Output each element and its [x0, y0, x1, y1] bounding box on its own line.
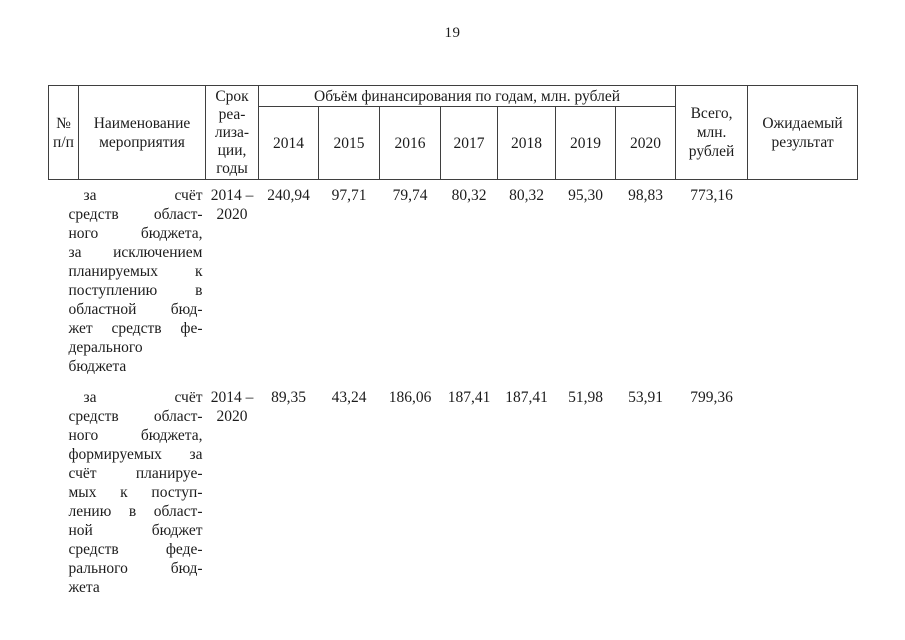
financing-value-2019: 51,98	[568, 389, 603, 406]
implementation-period-cell: 2014 – 2020	[210, 187, 254, 223]
financing-value-2020: 98,83	[628, 187, 663, 204]
header-col-implementation-period: Срок реа- лиза- ции, годы	[205, 85, 259, 180]
table-header-row-years: 2014 2015 2016 2017 2018 2019 2020	[49, 106, 858, 180]
financing-table: № п/п Наименование мероприятия Срок реа-…	[48, 85, 859, 597]
expense-name-cell: за счёт средств област- ного бюджета, за…	[69, 180, 206, 383]
header-col-year-2014: 2014	[258, 106, 319, 180]
financing-value-2015: 97,71	[331, 187, 367, 204]
financing-value-2015: 43,24	[331, 389, 367, 406]
financing-value-2016: 79,74	[392, 187, 428, 204]
header-col-year-2017: 2017	[440, 106, 498, 180]
financing-value-2014: 240,94	[267, 187, 310, 204]
header-col-total: Всего, млн. рублей	[675, 85, 749, 180]
header-col-expected-result: Ожидаемый результат	[747, 85, 859, 180]
total-value-cell: 773,16	[690, 187, 733, 204]
header-col-number: № п/п	[48, 85, 79, 180]
financing-value-2016: 186,06	[388, 389, 432, 406]
table-header-row-top: № п/п Наименование мероприятия Срок реа-…	[48, 85, 859, 180]
financing-value-2017: 80,32	[451, 187, 487, 204]
header-col-year-2019: 2019	[555, 106, 616, 180]
header-col-year-2018: 2018	[497, 106, 556, 180]
expense-name-cell: за счёт средств област- ного бюджета, фо…	[69, 382, 206, 597]
financing-value-2018: 80,32	[509, 187, 544, 204]
expense-name-text: за счёт средств област- ного бюджета, за…	[68, 187, 203, 375]
table-row: за счёт средств област- ного бюджета, фо…	[49, 382, 858, 597]
expected-result-cell	[748, 180, 858, 383]
financing-value-2018: 187,41	[505, 389, 548, 406]
header-col-financing-volume: Объём финансирования по годам, млн. рубл…	[257, 85, 677, 107]
financing-value-2020: 53,91	[628, 389, 663, 406]
expense-name-text: за счёт средств област- ного бюджета, фо…	[68, 389, 203, 596]
financing-value-2017: 187,41	[447, 389, 491, 406]
financing-value-2019: 95,30	[568, 187, 603, 204]
header-col-year-2016: 2016	[379, 106, 441, 180]
header-col-year-2015: 2015	[318, 106, 380, 180]
header-col-year-2020: 2020	[614, 106, 677, 180]
table-row: за счёт средств област- ного бюджета, за…	[49, 180, 858, 383]
header-col-activity-name: Наименование мероприятия	[78, 85, 206, 180]
page-number: 19	[444, 25, 461, 41]
financing-value-2014: 89,35	[271, 389, 306, 406]
implementation-period-cell: 2014 – 2020	[210, 389, 254, 425]
total-value-cell: 799,36	[690, 389, 733, 406]
expected-result-cell	[748, 382, 858, 597]
